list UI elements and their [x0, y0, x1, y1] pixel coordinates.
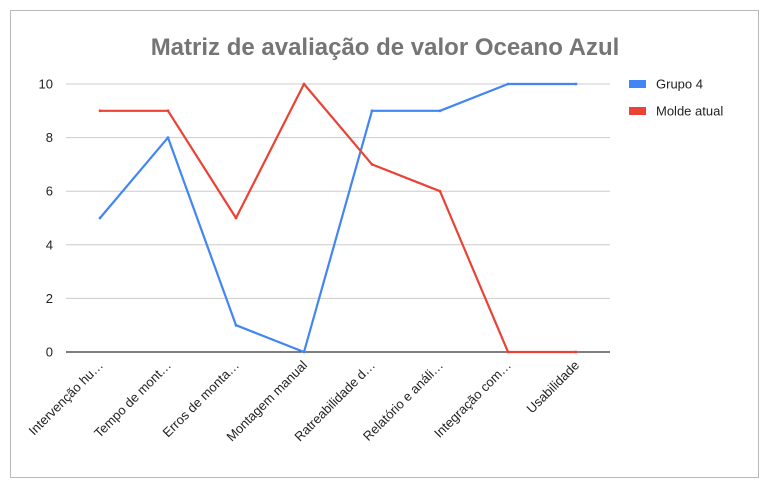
- y-tick-label: 6: [46, 184, 53, 199]
- legend-swatch: [629, 107, 646, 115]
- y-axis-ticks: 0 2 4 6 8 10: [39, 77, 53, 360]
- y-tick-label: 2: [46, 291, 53, 306]
- y-tick-label: 10: [39, 77, 53, 92]
- data-point: [98, 216, 102, 220]
- legend: Grupo 4 Molde atual: [629, 77, 723, 119]
- series-line-1: [99, 82, 576, 354]
- data-point: [166, 109, 170, 113]
- data-point: [506, 82, 510, 86]
- data-point: [166, 136, 170, 140]
- legend-label: Molde atual: [656, 104, 723, 119]
- data-point: [370, 163, 374, 166]
- series-lines: [98, 82, 578, 354]
- y-tick-label: 0: [46, 345, 53, 360]
- data-point: [370, 109, 374, 113]
- data-point: [574, 350, 578, 354]
- y-tick-label: 8: [46, 130, 53, 145]
- data-point: [438, 109, 442, 113]
- data-point: [302, 82, 306, 86]
- chart-title: Matriz de avaliação de valor Oceano Azul: [151, 34, 620, 61]
- y-tick-label: 4: [46, 237, 53, 252]
- data-point: [438, 189, 442, 193]
- data-point: [234, 323, 238, 327]
- data-point: [574, 82, 578, 86]
- data-point: [506, 350, 510, 354]
- data-point: [98, 109, 102, 113]
- x-tick-label: Usabilidade: [523, 358, 582, 417]
- series-line-2: [100, 82, 576, 354]
- legend-label: Grupo 4: [656, 77, 703, 92]
- legend-swatch: [629, 80, 646, 88]
- data-point: [302, 350, 306, 354]
- x-axis-ticks: Intervenção hu…Tempo de mont…Erros de mo…: [26, 357, 583, 444]
- data-point: [234, 216, 238, 220]
